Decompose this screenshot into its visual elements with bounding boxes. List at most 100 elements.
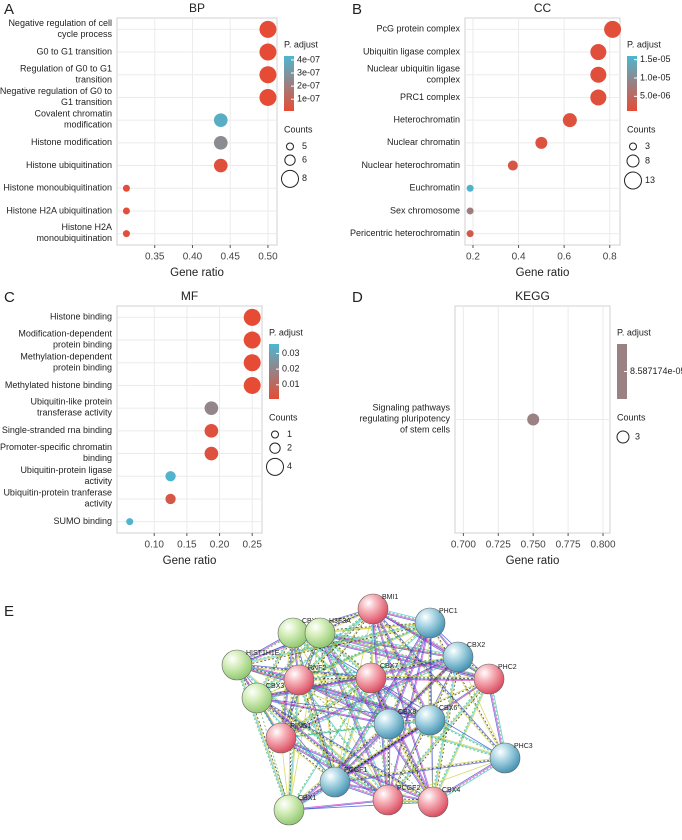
edge	[429, 623, 505, 759]
colorbar-tick-label: 0.03	[282, 348, 300, 358]
node-label: HIST1H1E	[246, 650, 280, 657]
x-tick-label: 0.35	[145, 252, 165, 263]
edge	[257, 678, 372, 699]
category-label: Histone monoubiquitination	[3, 183, 112, 193]
edge	[256, 698, 389, 725]
edge	[257, 679, 372, 701]
edge	[388, 724, 505, 760]
x-tick-label: 0.775	[556, 540, 581, 551]
edge	[280, 656, 458, 738]
edge	[370, 677, 389, 801]
size-legend-key	[281, 169, 299, 188]
edge	[298, 680, 335, 783]
dot	[122, 230, 130, 238]
dot	[259, 66, 277, 84]
node	[357, 593, 389, 625]
colorbar-tick-label: 4e-07	[297, 54, 320, 64]
edge	[388, 723, 506, 759]
category-label: Histone modification	[31, 137, 112, 147]
edge	[387, 757, 506, 801]
edge	[281, 657, 459, 739]
colorbar-tick-label: 1e-07	[297, 94, 320, 104]
category-label: Methylation-dependent protein binding	[20, 352, 112, 373]
edge	[390, 623, 432, 725]
colorbar	[284, 56, 294, 111]
size-legend-title: Counts	[284, 124, 313, 134]
edge	[256, 608, 373, 698]
edge	[457, 656, 506, 759]
size-legend-key	[266, 457, 284, 476]
edge	[432, 656, 458, 802]
edge	[388, 678, 489, 724]
x-tick-label: 0.15	[177, 540, 197, 551]
colorbar-tick-label: 2e-07	[297, 80, 320, 90]
size-legend-label: 3	[635, 431, 640, 441]
size-legend-key	[271, 430, 279, 439]
colorbar	[617, 344, 627, 399]
colorbar-tick-label: 1.0e-05	[640, 72, 671, 82]
edge	[298, 681, 389, 726]
edge	[371, 677, 490, 679]
category-label: Single-stranded rna binding	[2, 425, 112, 435]
category-label: Histone H2A monoubiquitination	[36, 223, 112, 244]
chart-title: BP	[189, 1, 205, 15]
edge	[236, 664, 390, 725]
edge	[235, 665, 288, 811]
node	[355, 662, 387, 694]
edge	[237, 624, 431, 668]
dot	[204, 424, 219, 438]
color-legend-title: P. adjust	[617, 327, 651, 337]
x-tick-label: 0.50	[258, 252, 278, 263]
colorbar	[269, 344, 279, 399]
category-label: Signaling pathways regulating pluripotenc…	[359, 403, 450, 435]
x-tick-label: 0.750	[521, 540, 546, 551]
edge	[257, 609, 374, 699]
node-label: H3F3A	[329, 618, 351, 625]
x-tick-label: 0.20	[210, 540, 230, 551]
node-label: CBX4	[442, 787, 460, 794]
panel-label: C	[4, 289, 15, 306]
edge	[257, 696, 434, 802]
dot	[466, 207, 474, 215]
x-axis-title: Gene ratio	[516, 267, 570, 279]
edge	[387, 622, 429, 724]
edge	[293, 632, 337, 782]
category-label: G0 to G1 transition	[36, 46, 112, 56]
category-label: PRC1 complex	[400, 92, 461, 102]
category-label: Methylated histone binding	[5, 380, 112, 390]
dot	[204, 401, 219, 415]
category-label: Regulation of G0 to G1 transition	[20, 64, 112, 85]
size-legend-label: 6	[302, 155, 307, 165]
panel-label: E	[4, 603, 14, 620]
edge	[388, 720, 431, 801]
network: CBX5H3F3ABMI1PHC1CBX2PHC2HIST1H1ERNF2CBX…	[221, 593, 533, 826]
color-legend-title: P. adjust	[269, 327, 303, 337]
edge	[292, 632, 390, 725]
edge	[389, 623, 431, 725]
node	[417, 786, 449, 818]
edge	[256, 675, 371, 697]
node	[489, 742, 521, 774]
node	[265, 722, 297, 754]
size-legend-key	[269, 442, 281, 454]
dot	[204, 446, 219, 461]
category-label: Promoter-specific chromatin binding	[0, 442, 112, 463]
size-legend-label: 8	[302, 173, 307, 183]
edge	[334, 757, 506, 783]
category-label: SUMO binding	[53, 516, 112, 526]
size-legend-key	[624, 171, 642, 190]
edge	[334, 756, 505, 782]
node	[241, 682, 273, 714]
category-label: Nuclear heterochromatin	[361, 160, 460, 170]
size-legend-label: 3	[645, 141, 650, 151]
edge	[389, 723, 434, 802]
node-label: PHC3	[514, 743, 533, 750]
node-label: CBX3	[266, 683, 284, 690]
edge	[288, 677, 371, 810]
category-label: Nuclear chromatin	[387, 137, 460, 147]
panel-label: A	[4, 1, 14, 18]
x-axis-title: Gene ratio	[506, 555, 560, 567]
edge	[257, 696, 390, 800]
dot	[243, 331, 261, 349]
node-label: PHC2	[498, 664, 517, 671]
